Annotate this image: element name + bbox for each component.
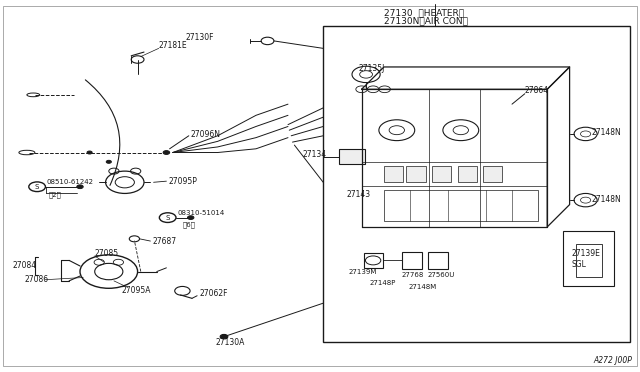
Circle shape (220, 334, 228, 339)
Bar (323, 26, 630, 342)
Text: 27148M: 27148M (408, 284, 436, 290)
Bar (402, 252, 422, 269)
Bar (576, 244, 602, 277)
Circle shape (188, 216, 194, 219)
Bar (428, 252, 448, 269)
Circle shape (106, 160, 111, 163)
Text: 27148N: 27148N (592, 195, 621, 203)
Text: 27134: 27134 (302, 150, 326, 158)
Text: 27130N〈AIR CON〩: 27130N〈AIR CON〩 (384, 16, 468, 25)
Bar (432, 166, 451, 182)
Text: （6）: （6） (182, 221, 195, 228)
Circle shape (87, 151, 92, 154)
Bar (384, 190, 538, 221)
Text: 27143: 27143 (347, 190, 371, 199)
Text: 27085: 27085 (95, 249, 119, 258)
Text: 27768: 27768 (402, 272, 424, 278)
Text: A272 J00P: A272 J00P (593, 356, 632, 365)
Circle shape (77, 185, 83, 189)
Text: 27130A: 27130A (216, 338, 245, 347)
Text: 27139E: 27139E (572, 249, 600, 258)
Text: 27139M: 27139M (349, 269, 377, 275)
Text: 27086: 27086 (24, 275, 49, 284)
Bar (563, 231, 614, 286)
Text: 27148N: 27148N (592, 128, 621, 137)
Text: 27864: 27864 (525, 86, 549, 95)
Text: 27687: 27687 (152, 237, 177, 246)
Text: 27181E: 27181E (159, 41, 188, 50)
Text: 27062F: 27062F (200, 289, 228, 298)
Text: 27096N: 27096N (191, 130, 221, 139)
Text: 27130F: 27130F (186, 33, 214, 42)
Text: 27095A: 27095A (122, 286, 151, 295)
Text: SGL: SGL (572, 260, 586, 269)
Text: S: S (35, 184, 39, 190)
Text: 08310-51014: 08310-51014 (177, 210, 225, 216)
Text: 27095P: 27095P (168, 177, 197, 186)
Bar (384, 166, 403, 182)
Bar (406, 166, 426, 182)
Text: 27148P: 27148P (370, 280, 396, 286)
Bar (364, 253, 383, 268)
Text: 27084: 27084 (13, 262, 37, 270)
Bar (483, 166, 502, 182)
Text: 27130  〈HEATER〉: 27130 〈HEATER〉 (384, 9, 464, 17)
Text: 27135J: 27135J (358, 64, 385, 73)
Text: 08510-61242: 08510-61242 (46, 179, 93, 185)
Bar (339, 149, 365, 164)
Text: 27560U: 27560U (428, 272, 455, 278)
Bar (458, 166, 477, 182)
Text: （2）: （2） (49, 192, 61, 198)
Text: S: S (166, 215, 170, 221)
Circle shape (163, 151, 170, 154)
